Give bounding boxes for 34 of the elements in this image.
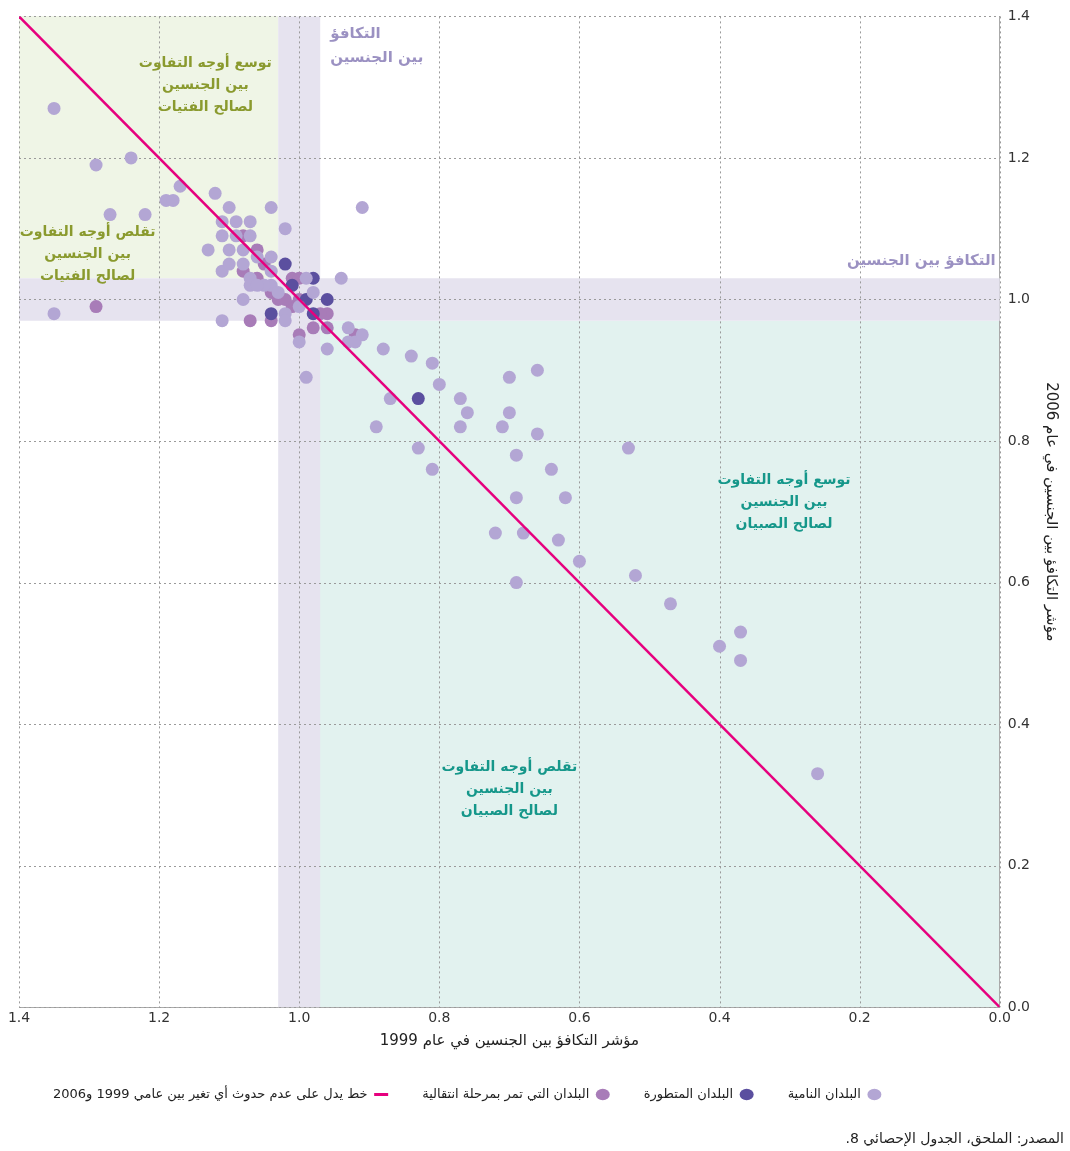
legend-label: البلدان المتطورة: [643, 1085, 734, 1102]
point: [411, 392, 425, 406]
annotation: توسع أوجه التفاوت بين الجنسين لصالح الفتيات: [138, 53, 272, 116]
x-tick-label: 0.2: [848, 1009, 871, 1026]
point: [264, 307, 278, 321]
y-tick-label: 1.2: [1007, 148, 1030, 165]
legend-label: خط يدل على عدم حدوث أي تغير بين عامي 1999 و2006: [52, 1084, 368, 1102]
band-label: التكافؤ بين الجنسين: [329, 23, 424, 66]
y-tick-label: 0.8: [1007, 431, 1030, 448]
legend-label: البلدان النامية: [787, 1085, 861, 1101]
y-axis-title: مؤشر التكافؤ بين الجنسين في عام 2006: [1042, 382, 1062, 642]
y-tick-label: 0.6: [1007, 573, 1031, 590]
x-tick-label: 1.4: [7, 1009, 31, 1026]
y-tick-label: 0.4: [1007, 714, 1031, 731]
point: [243, 314, 257, 328]
text: المصدر: الملحق، الجدول الإحصائي 8.: [845, 1130, 1064, 1147]
y-tick-label: 1.4: [1007, 7, 1031, 24]
x-axis-title: مؤشر التكافؤ بين الجنسين في عام 1999: [379, 1030, 640, 1050]
x-tick-label: 1.2: [147, 1009, 171, 1026]
annotation: تقلص أوجه التفاوت بين الجنسين لصالح الفتيات: [19, 221, 156, 284]
x-tick-label: 1.0: [288, 1009, 311, 1026]
annotation: توسع أوجه التفاوت بين الجنسين لصالح الصبيان: [717, 469, 851, 532]
point: [306, 321, 320, 335]
y-tick-label: 0.2: [1007, 856, 1030, 873]
legend-label: البلدان التي تمر بمرحلة انتقالية: [422, 1085, 590, 1102]
annotation: تقلص أوجه التفاوت بين الجنسين لصالح الصبيان: [441, 756, 578, 819]
x-tick-label: 0.6: [568, 1009, 591, 1026]
band-label: التكافؤ بين الجنسين: [846, 250, 996, 269]
point: [320, 292, 334, 306]
y-tick-label: 1.0: [1007, 290, 1030, 307]
x-tick-label: 0.4: [708, 1009, 731, 1026]
point: [89, 300, 103, 314]
x-tick-label: 0.8: [428, 1009, 451, 1026]
point: [278, 257, 292, 271]
